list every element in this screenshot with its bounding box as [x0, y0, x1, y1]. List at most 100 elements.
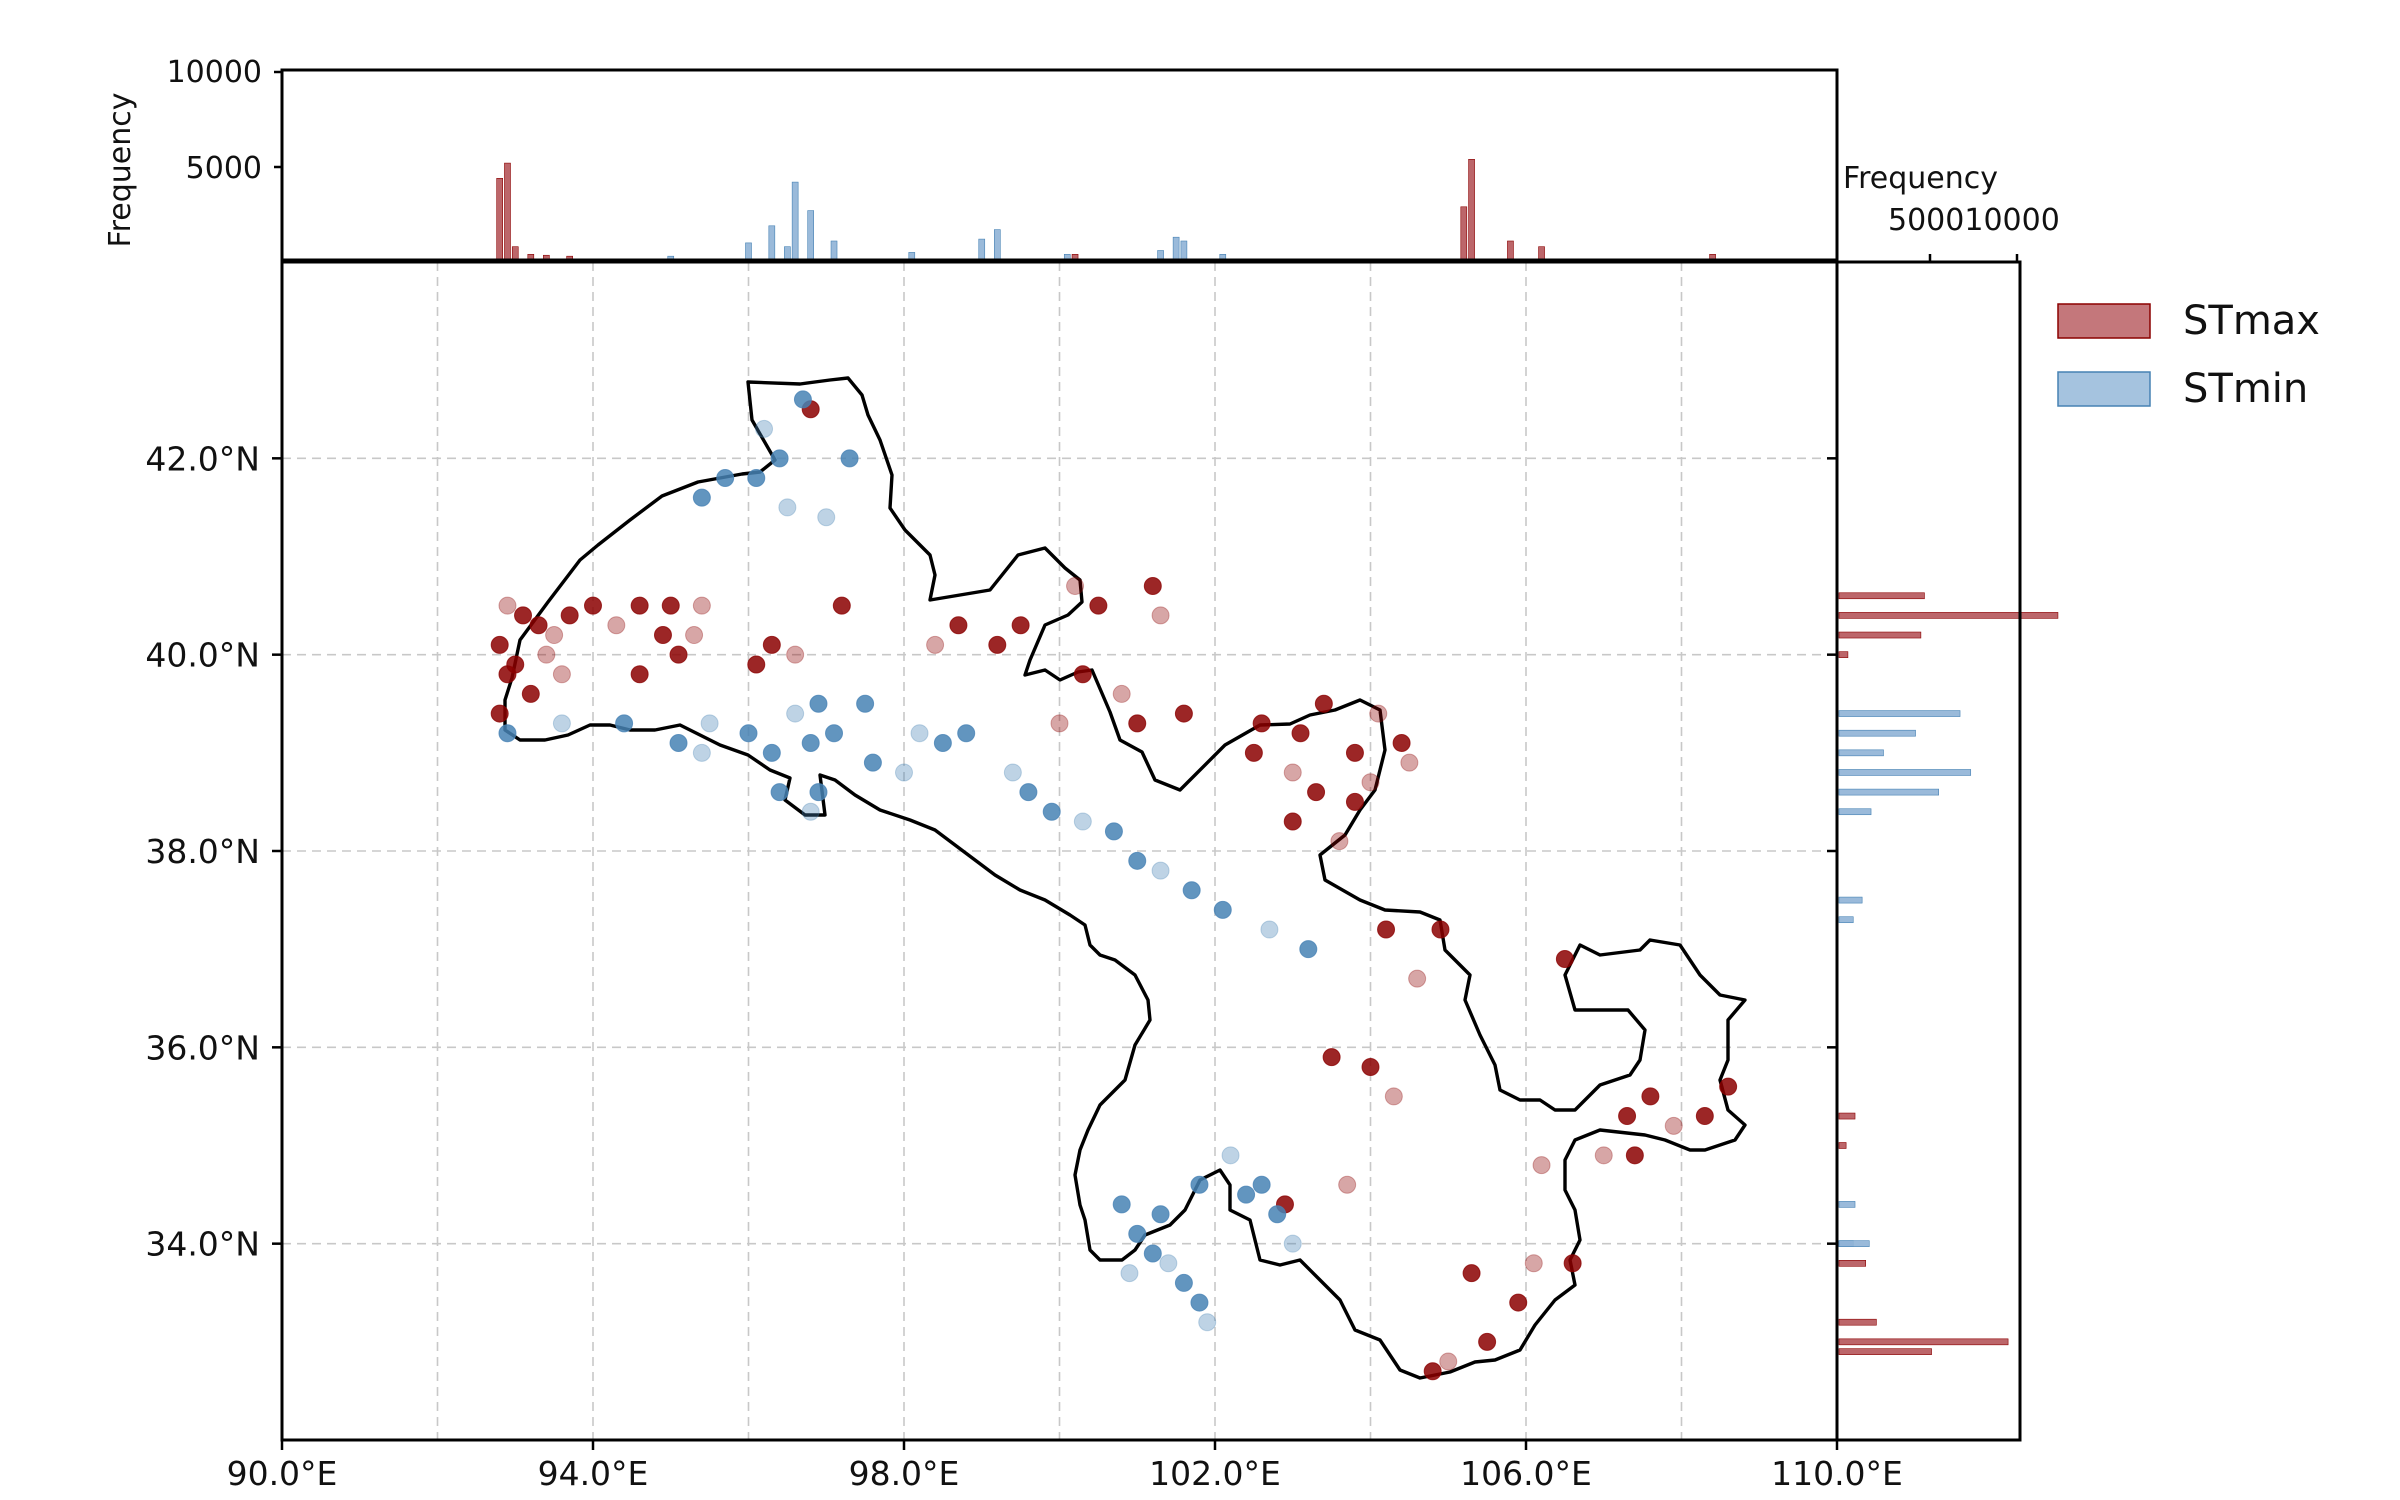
stmax-point [1252, 714, 1271, 733]
stmax-hist-bar [1460, 206, 1468, 261]
stmax-point [1478, 1332, 1497, 1351]
legend-swatch-stmin [2057, 371, 2151, 407]
stmax-point [1345, 792, 1364, 811]
x-tick-label: 106.0°E [1460, 1454, 1592, 1493]
stmax-point [1345, 743, 1364, 762]
stmax-hist-bar [504, 162, 511, 261]
stmin-hist-bar [1172, 236, 1180, 261]
stmin-hist-bar [1838, 710, 1961, 717]
stmin-point [1213, 900, 1232, 919]
stmin-point [1182, 881, 1201, 900]
stmin-point [552, 714, 571, 733]
stmax-point [1361, 1057, 1380, 1076]
stmax-point [1143, 576, 1162, 595]
top-histogram-tick-label: 10000 [167, 55, 262, 90]
stmax-point [1291, 724, 1310, 743]
stmax-point [1377, 920, 1396, 939]
top-histogram: Frequency 5000 10000 [103, 55, 1839, 262]
stmin-hist-bar [978, 238, 986, 261]
stmin-hist-bar [1838, 896, 1863, 904]
stmax-point [584, 596, 602, 615]
stmax-point [1307, 783, 1326, 802]
stmax-point [832, 596, 851, 615]
y-tick-label: 38.0°N [145, 832, 260, 871]
stmax-point [545, 626, 564, 645]
stmax-point [1524, 1254, 1543, 1273]
stmax-point [529, 616, 548, 635]
stmax-hist-bar [1838, 651, 1849, 658]
x-tick-label: 90.0°E [227, 1454, 338, 1493]
stmax-point [1011, 616, 1030, 635]
stmax-point [498, 665, 517, 684]
stmax-point [1322, 1048, 1341, 1067]
stmin-point [1260, 920, 1279, 939]
stmin-point [1042, 802, 1061, 821]
stmin-point [770, 449, 789, 468]
stmin-hist-bar [1838, 729, 1916, 737]
stmax-point [1384, 1087, 1403, 1106]
stmax-point [661, 596, 680, 615]
stmin-point [1128, 1224, 1147, 1243]
x-tick-label: 98.0°E [849, 1454, 960, 1493]
stmax-point [669, 645, 688, 664]
stmax-point [1338, 1175, 1357, 1194]
stmin-point [669, 734, 688, 753]
stmax-point [1151, 606, 1170, 625]
stmax-point [560, 606, 579, 625]
legend-swatch-stmax [2057, 303, 2151, 339]
stmin-point [1174, 1273, 1193, 1292]
right-histogram-tick-labels: 500010000 [1888, 203, 2060, 238]
stmin-point [1252, 1175, 1271, 1194]
x-tick-label: 110.0°E [1771, 1454, 1903, 1493]
stmax-hist-bar [1838, 631, 1922, 639]
stmin-point [1190, 1175, 1209, 1194]
stmax-hist-bar [1838, 1260, 1867, 1267]
stmax-point [1330, 832, 1349, 851]
stmax-point [1369, 704, 1388, 723]
stmin-point [809, 783, 828, 802]
stmax-point [1439, 1352, 1458, 1371]
stmin-hist-bar [1838, 916, 1854, 924]
stmax-point [630, 665, 649, 684]
stmax-point [1408, 969, 1427, 988]
stmin-point [1221, 1146, 1240, 1165]
stmax-point [630, 596, 649, 615]
right-histogram-xlabel: Frequency [1843, 161, 1998, 196]
stmax-point [926, 635, 945, 654]
stmin-point [856, 694, 875, 713]
stmin-hist-bar [768, 225, 776, 261]
stmin-point [700, 714, 719, 733]
stmin-point [1104, 822, 1123, 841]
stmin-point [498, 724, 517, 743]
stmax-point [537, 645, 556, 664]
stmax-point [1066, 576, 1085, 595]
stmax-point [1719, 1077, 1738, 1096]
stmax-point [747, 655, 766, 674]
right-histogram: Frequency 500010000 [1835, 161, 2060, 1442]
right-histogram-tick-label: 5000 [1888, 203, 1964, 238]
stmax-point [1563, 1254, 1582, 1273]
top-histogram-ylabel: Frequency [103, 93, 138, 248]
stmin-point [692, 743, 711, 762]
stmax-point [1594, 1146, 1613, 1165]
stmax-point [1314, 694, 1333, 713]
map-panel: 90.0°E 94.0°E 98.0°E 102.0°E 106.0°E 110.0°E … [145, 260, 1903, 1493]
stmax-hist-bar [1468, 159, 1475, 261]
stmax-point [1641, 1087, 1660, 1106]
stmin-point [1268, 1205, 1287, 1224]
stmax-point [498, 596, 517, 615]
stmin-point [809, 694, 828, 713]
stmax-point [1625, 1146, 1644, 1165]
stmax-point [1050, 714, 1069, 733]
stmin-hist-bar [1180, 240, 1188, 261]
stmin-point [957, 724, 976, 743]
stmin-hist-bar [1838, 769, 1972, 776]
stmax-points [490, 400, 1738, 1381]
gridlines [282, 262, 1837, 1440]
stmin-point [801, 734, 820, 753]
x-axis: 90.0°E 94.0°E 98.0°E 102.0°E 106.0°E 110.0°E [227, 1440, 1903, 1493]
stmin-point [817, 508, 836, 527]
stmin-point [1003, 763, 1022, 782]
right-histogram-bars [1838, 592, 2059, 1355]
stmax-point [1431, 920, 1450, 939]
